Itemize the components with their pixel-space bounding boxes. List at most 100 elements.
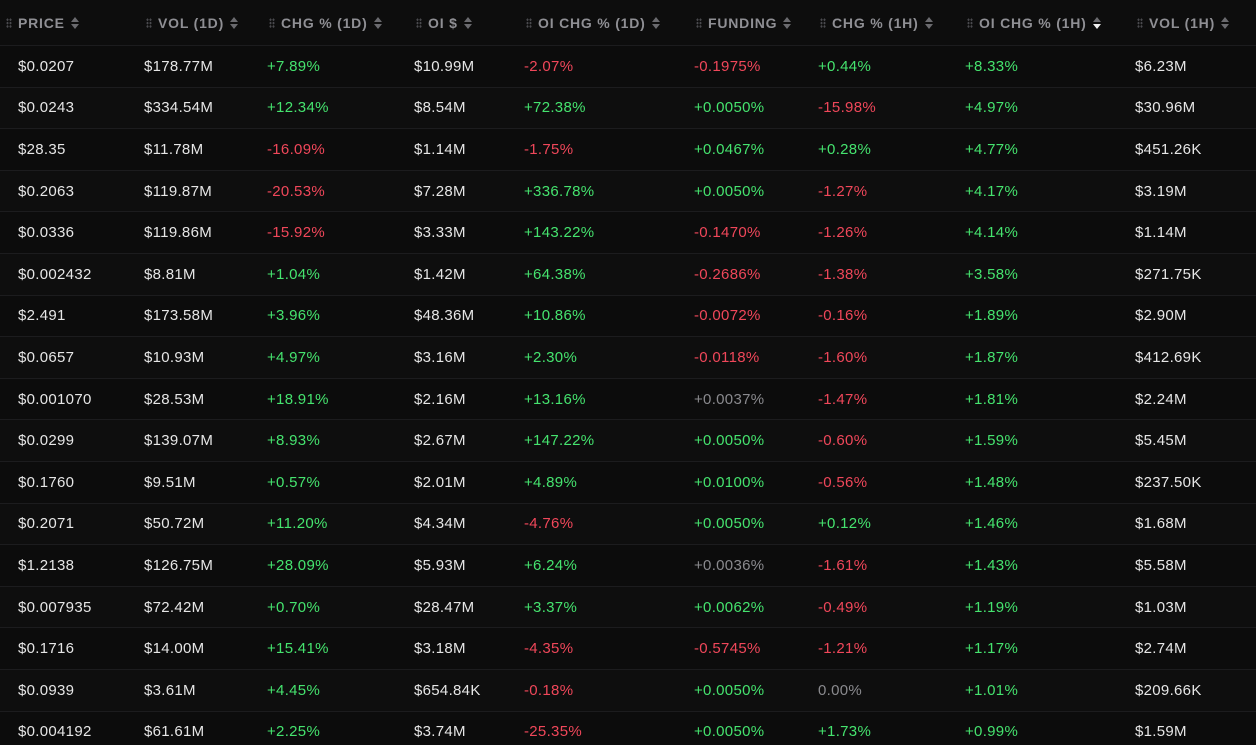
cell-funding: +0.0037% <box>690 378 814 421</box>
cell-price: $0.1716 <box>0 627 140 670</box>
sort-icon[interactable] <box>70 16 79 29</box>
header-label: VOL (1D) <box>158 14 225 31</box>
cell-oi: $1.42M <box>410 253 520 296</box>
cell-oi-chg-1h: +4.77% <box>961 128 1131 171</box>
cell-price: $0.004192 <box>0 711 140 745</box>
cell-chg-1d: -20.53% <box>263 170 410 213</box>
cell-vol-1d: $11.78M <box>140 128 263 171</box>
header-chg-1h[interactable]: CHG % (1H) <box>814 0 961 46</box>
drag-handle-icon[interactable] <box>526 17 532 28</box>
table-row[interactable]: $0.0207 $178.77M +7.89% $10.99M -2.07% -0.197… <box>0 45 1256 88</box>
table-row[interactable]: $0.0657 $10.93M +4.97% $3.16M +2.30% -0.0118%… <box>0 336 1256 379</box>
header-oi-chg-1h[interactable]: OI CHG % (1H) <box>961 0 1131 46</box>
cell-vol-1h: $3.19M <box>1131 170 1256 213</box>
cell-oi-chg-1d: +147.22% <box>520 419 690 462</box>
table-header-row: PRICE VOL (1D) CHG % (1D) OI $ OI CHG % … <box>0 0 1256 46</box>
cell-funding: +0.0467% <box>690 128 814 171</box>
cell-chg-1h: +0.12% <box>814 503 961 546</box>
drag-handle-icon[interactable] <box>1137 17 1143 28</box>
cell-oi: $2.16M <box>410 378 520 421</box>
sort-desc-icon[interactable] <box>1092 16 1101 29</box>
cell-oi-chg-1h: +4.17% <box>961 170 1131 213</box>
header-vol-1d[interactable]: VOL (1D) <box>140 0 263 46</box>
cell-vol-1d: $14.00M <box>140 627 263 670</box>
cell-vol-1d: $10.93M <box>140 336 263 379</box>
cell-chg-1h: -1.60% <box>814 336 961 379</box>
cell-oi-chg-1h: +1.01% <box>961 669 1131 712</box>
table-row[interactable]: $0.0243 $334.54M +12.34% $8.54M +72.38% +0.00… <box>0 87 1256 130</box>
cell-oi: $3.33M <box>410 211 520 254</box>
cell-oi: $3.74M <box>410 711 520 745</box>
header-price[interactable]: PRICE <box>0 0 140 46</box>
cell-price: $0.0207 <box>0 45 140 88</box>
table-row[interactable]: $0.002432 $8.81M +1.04% $1.42M +64.38% -0.268… <box>0 253 1256 296</box>
cell-oi-chg-1h: +1.81% <box>961 378 1131 421</box>
table-row[interactable]: $1.2138 $126.75M +28.09% $5.93M +6.24% +0.003… <box>0 544 1256 587</box>
table-row[interactable]: $0.0336 $119.86M -15.92% $3.33M +143.22% -0.1… <box>0 211 1256 254</box>
header-chg-1d[interactable]: CHG % (1D) <box>263 0 410 46</box>
cell-vol-1d: $139.07M <box>140 419 263 462</box>
cell-chg-1d: +3.96% <box>263 295 410 338</box>
drag-handle-icon[interactable] <box>6 17 12 28</box>
table-row[interactable]: $0.004192 $61.61M +2.25% $3.74M -25.35% +0.00… <box>0 711 1256 745</box>
cell-price: $0.0336 <box>0 211 140 254</box>
table-row[interactable]: $0.0939 $3.61M +4.45% $654.84K -0.18% +0.0050… <box>0 669 1256 712</box>
cell-chg-1d: +4.45% <box>263 669 410 712</box>
cell-oi-chg-1h: +1.17% <box>961 627 1131 670</box>
cell-chg-1h: 0.00% <box>814 669 961 712</box>
cell-funding: +0.0050% <box>690 87 814 130</box>
cell-vol-1h: $209.66K <box>1131 669 1256 712</box>
cell-oi-chg-1d: +72.38% <box>520 87 690 130</box>
table-row[interactable]: $0.001070 $28.53M +18.91% $2.16M +13.16% +0.0… <box>0 378 1256 421</box>
cell-vol-1h: $1.68M <box>1131 503 1256 546</box>
header-vol-1h[interactable]: VOL (1H) <box>1131 0 1256 46</box>
cell-chg-1h: +0.28% <box>814 128 961 171</box>
cell-vol-1d: $72.42M <box>140 586 263 629</box>
cell-vol-1d: $3.61M <box>140 669 263 712</box>
cell-price: $0.001070 <box>0 378 140 421</box>
cell-oi-chg-1h: +4.97% <box>961 87 1131 130</box>
header-funding[interactable]: FUNDING <box>690 0 814 46</box>
cell-oi-chg-1h: +1.59% <box>961 419 1131 462</box>
cell-oi-chg-1h: +1.87% <box>961 336 1131 379</box>
table-row[interactable]: $0.007935 $72.42M +0.70% $28.47M +3.37% +0.00… <box>0 586 1256 629</box>
cell-funding: -0.0118% <box>690 336 814 379</box>
table-row[interactable]: $0.2071 $50.72M +11.20% $4.34M -4.76% +0.0050… <box>0 503 1256 546</box>
drag-handle-icon[interactable] <box>269 17 275 28</box>
drag-handle-icon[interactable] <box>696 17 702 28</box>
cell-funding: -0.0072% <box>690 295 814 338</box>
sort-icon[interactable] <box>783 16 792 29</box>
header-oi-chg-1d[interactable]: OI CHG % (1D) <box>520 0 690 46</box>
cell-price: $0.2063 <box>0 170 140 213</box>
drag-handle-icon[interactable] <box>820 17 826 28</box>
cell-vol-1h: $1.14M <box>1131 211 1256 254</box>
cell-chg-1d: +1.04% <box>263 253 410 296</box>
drag-handle-icon[interactable] <box>967 17 973 28</box>
cell-price: $0.002432 <box>0 253 140 296</box>
cell-oi-chg-1d: +143.22% <box>520 211 690 254</box>
sort-icon[interactable] <box>230 16 239 29</box>
table-row[interactable]: $2.491 $173.58M +3.96% $48.36M +10.86% -0.007… <box>0 295 1256 338</box>
drag-handle-icon[interactable] <box>146 17 152 28</box>
drag-handle-icon[interactable] <box>416 17 422 28</box>
cell-vol-1d: $50.72M <box>140 503 263 546</box>
cell-vol-1d: $178.77M <box>140 45 263 88</box>
cell-oi: $10.99M <box>410 45 520 88</box>
cell-chg-1h: +0.44% <box>814 45 961 88</box>
cell-chg-1h: -1.27% <box>814 170 961 213</box>
sort-icon[interactable] <box>463 16 472 29</box>
header-oi[interactable]: OI $ <box>410 0 520 46</box>
table-row[interactable]: $0.1760 $9.51M +0.57% $2.01M +4.89% +0.0100% -… <box>0 461 1256 504</box>
table-row[interactable]: $28.35 $11.78M -16.09% $1.14M -1.75% +0.0467%… <box>0 128 1256 171</box>
cell-price: $0.007935 <box>0 586 140 629</box>
sort-icon[interactable] <box>924 16 933 29</box>
table-row[interactable]: $0.2063 $119.87M -20.53% $7.28M +336.78% +0.0… <box>0 170 1256 213</box>
sort-icon[interactable] <box>373 16 382 29</box>
table-row[interactable]: $0.1716 $14.00M +15.41% $3.18M -4.35% -0.5745… <box>0 627 1256 670</box>
cell-oi-chg-1d: -1.75% <box>520 128 690 171</box>
cell-oi: $2.01M <box>410 461 520 504</box>
sort-icon[interactable] <box>651 16 660 29</box>
sort-icon[interactable] <box>1221 16 1230 29</box>
cell-vol-1d: $61.61M <box>140 711 263 745</box>
table-row[interactable]: $0.0299 $139.07M +8.93% $2.67M +147.22% +0.00… <box>0 419 1256 462</box>
